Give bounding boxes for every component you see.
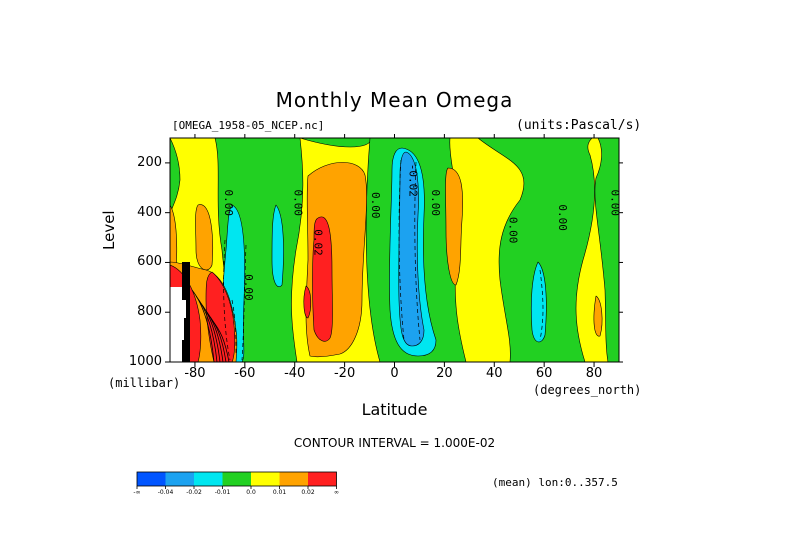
- legend-label: ∞: [334, 489, 339, 496]
- y-tick-label: 600: [137, 254, 162, 270]
- x-tick-label: -60: [234, 366, 256, 381]
- x-tick-label: -80: [184, 366, 206, 381]
- legend-swatch: [251, 472, 280, 486]
- x-tick-label: 40: [485, 366, 503, 381]
- contour-label: 0.00: [222, 189, 235, 216]
- negative-contour: [241, 244, 247, 361]
- x-tick-label: -20: [333, 366, 356, 381]
- y-axis-label: Level: [100, 210, 118, 250]
- legend-swatch: [308, 472, 337, 486]
- legend-label: 0.01: [272, 489, 287, 496]
- negative-contour: [223, 239, 231, 361]
- contour-region-lightblue: [398, 151, 425, 347]
- contour-region-orange: [593, 295, 603, 337]
- y-axis-unit: (millibar): [108, 376, 181, 390]
- dense-contour: [191, 289, 215, 362]
- legend-swatch: [279, 472, 308, 486]
- contour-interval-label: CONTOUR INTERVAL = 1.000E-02: [293, 436, 496, 450]
- x-axis-label: Latitude: [361, 400, 428, 419]
- contour-region-red: [312, 216, 333, 342]
- contour-label: -0.02: [406, 164, 419, 197]
- dense-contour: [199, 301, 221, 362]
- legend-label: -0.01: [214, 489, 231, 496]
- topography-mask: [182, 262, 190, 362]
- x-tick-label: -40: [284, 366, 306, 381]
- legend-frame: [136, 471, 337, 487]
- dense-contour: [203, 307, 224, 362]
- negative-contour: [398, 159, 405, 341]
- contour-label: 0.00: [506, 217, 519, 244]
- contour-region-green: [477, 138, 595, 362]
- contour-region-red: [303, 285, 312, 319]
- legend-label: 0.02: [301, 489, 315, 496]
- y-tick-label: 1000: [128, 354, 162, 369]
- legend-label: -0.04: [157, 489, 174, 496]
- x-tick-label: 80: [585, 366, 603, 381]
- y-tick-label: 800: [137, 304, 162, 320]
- contour-label: 0.00: [292, 189, 305, 216]
- legend-swatch: [194, 472, 223, 486]
- legend-swatch: [137, 472, 166, 486]
- x-tick-label: 20: [436, 366, 453, 381]
- x-tick-label: 0: [390, 366, 399, 381]
- y-tick-label: 400: [137, 204, 162, 220]
- mean-label: (mean) lon:0..357.5: [492, 476, 618, 489]
- negative-contour: [539, 269, 544, 341]
- negative-contour: [414, 161, 421, 341]
- negative-contour: [231, 299, 237, 356]
- legend-label: -0.02: [186, 489, 202, 496]
- contour-label: 0.00: [429, 189, 442, 216]
- contour-region-cyan: [271, 204, 284, 288]
- contour-field: [170, 138, 619, 362]
- contour-label: 0.00: [556, 204, 569, 231]
- contour-label: 0.00: [609, 189, 622, 216]
- dense-contour: [207, 313, 227, 362]
- contour-region-green: [594, 138, 619, 362]
- dense-contour: [195, 295, 218, 362]
- legend-swatch: [222, 472, 251, 486]
- x-axis-unit: (degrees_north): [533, 383, 642, 397]
- contour-label: 0.00: [369, 192, 382, 219]
- y-tick-label: 200: [137, 154, 162, 170]
- file-label: [OMEGA_1958-05_NCEP.nc]: [172, 119, 325, 132]
- contour-region-red: [205, 271, 236, 362]
- dense-contour: [211, 319, 230, 362]
- x-tick-label: 60: [535, 366, 553, 381]
- chart-title: Monthly Mean Omega: [275, 88, 514, 112]
- legend-label: -∞: [133, 489, 141, 496]
- legend-label: 0.0: [246, 489, 256, 496]
- units-label: (units:Pascal/s): [516, 118, 642, 133]
- legend-swatch: [165, 472, 194, 486]
- contour-label: 0.02: [312, 229, 325, 256]
- contour-label: 0.00: [242, 274, 255, 301]
- contour-region-orange: [445, 167, 463, 286]
